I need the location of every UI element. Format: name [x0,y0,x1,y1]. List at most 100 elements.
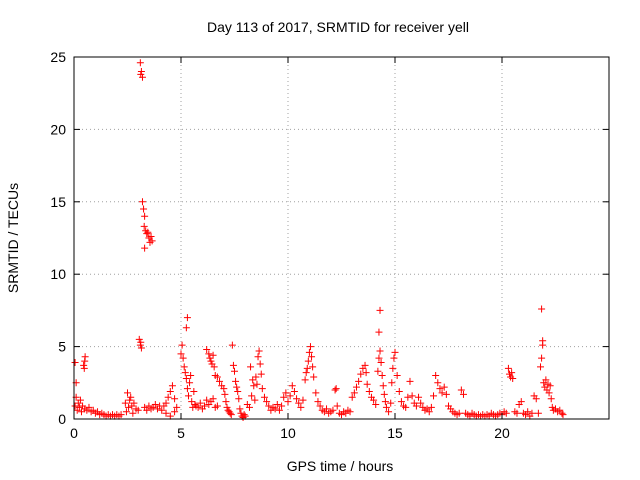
data-point [548,403,556,411]
x-axis-label: GPS time / hours [287,458,394,474]
data-point [121,399,129,407]
data-point [257,370,265,378]
data-point [438,389,446,397]
data-point [137,67,145,75]
data-point [140,205,148,213]
x-tick-label: 15 [387,425,403,441]
data-point [348,393,356,401]
data-point [372,401,380,409]
data-point [203,345,211,353]
data-point [286,392,294,400]
data-point [323,405,331,413]
y-tick-label: 15 [50,194,66,210]
data-point [293,395,301,403]
data-point [290,387,298,395]
data-point [148,237,156,245]
data-point [376,306,384,314]
data-point [395,387,403,395]
data-point [196,399,204,407]
data-point [361,361,369,369]
data-point [297,403,305,411]
data-point [135,335,143,343]
data-point [275,406,283,414]
data-point [258,385,266,393]
chart-title: Day 113 of 2017, SRMTID for receiver yel… [207,19,469,35]
data-point [206,354,214,362]
data-point [117,411,125,419]
data-point [223,403,231,411]
data-point [147,233,155,241]
data-point [210,363,218,371]
x-tick-label: 5 [177,425,185,441]
data-point [209,395,217,403]
data-point [240,411,248,419]
grid-lines [74,57,609,419]
data-point [278,402,286,410]
data-point [455,409,463,417]
data-point [231,367,238,375]
data-point [220,385,228,393]
data-points [71,59,567,422]
data-point [417,399,425,407]
data-point [376,347,384,355]
data-point [397,398,405,406]
data-point [271,405,279,413]
data-point [374,367,382,375]
x-tick-label: 20 [494,425,510,441]
axes: 0 5 10 15 20 0 5 10 15 20 25 [50,49,609,441]
data-point [502,409,510,417]
data-point [80,364,88,372]
data-point [181,369,189,377]
data-point [201,402,209,410]
data-point [308,353,316,361]
data-point [205,350,213,358]
data-point [329,406,337,414]
data-point [127,393,135,401]
data-point [457,386,465,394]
data-point [237,409,245,417]
data-point [71,359,79,367]
data-point [427,403,435,411]
data-point [388,379,396,387]
data-point [390,354,398,362]
data-point [125,403,133,411]
data-point [183,314,191,322]
data-point [375,328,383,336]
data-point [213,373,221,381]
data-point [253,380,261,388]
data-point [432,372,440,380]
data-point [363,380,371,388]
data-point [316,402,324,410]
data-point [408,392,416,400]
data-point [558,409,566,417]
data-point [247,363,255,371]
data-point [333,402,341,410]
data-point [126,396,134,404]
data-point [537,363,545,371]
data-point [232,377,240,385]
data-point [80,361,88,369]
data-point [236,405,244,413]
data-point [355,377,363,385]
data-point [187,372,195,380]
data-point [406,377,414,385]
data-point [509,374,517,382]
data-point [241,412,249,420]
data-point [508,369,516,377]
data-point [254,353,262,361]
data-point [436,385,444,393]
data-point [513,409,521,417]
data-point [222,398,230,406]
data-point [137,338,145,346]
data-point [76,396,84,404]
data-point [301,376,309,384]
data-point [191,401,199,409]
data-point [402,403,410,411]
data-point [190,387,198,395]
data-point [524,408,532,416]
data-point [226,409,234,417]
data-point [203,396,211,404]
data-point [249,376,257,384]
data-point [302,369,310,377]
